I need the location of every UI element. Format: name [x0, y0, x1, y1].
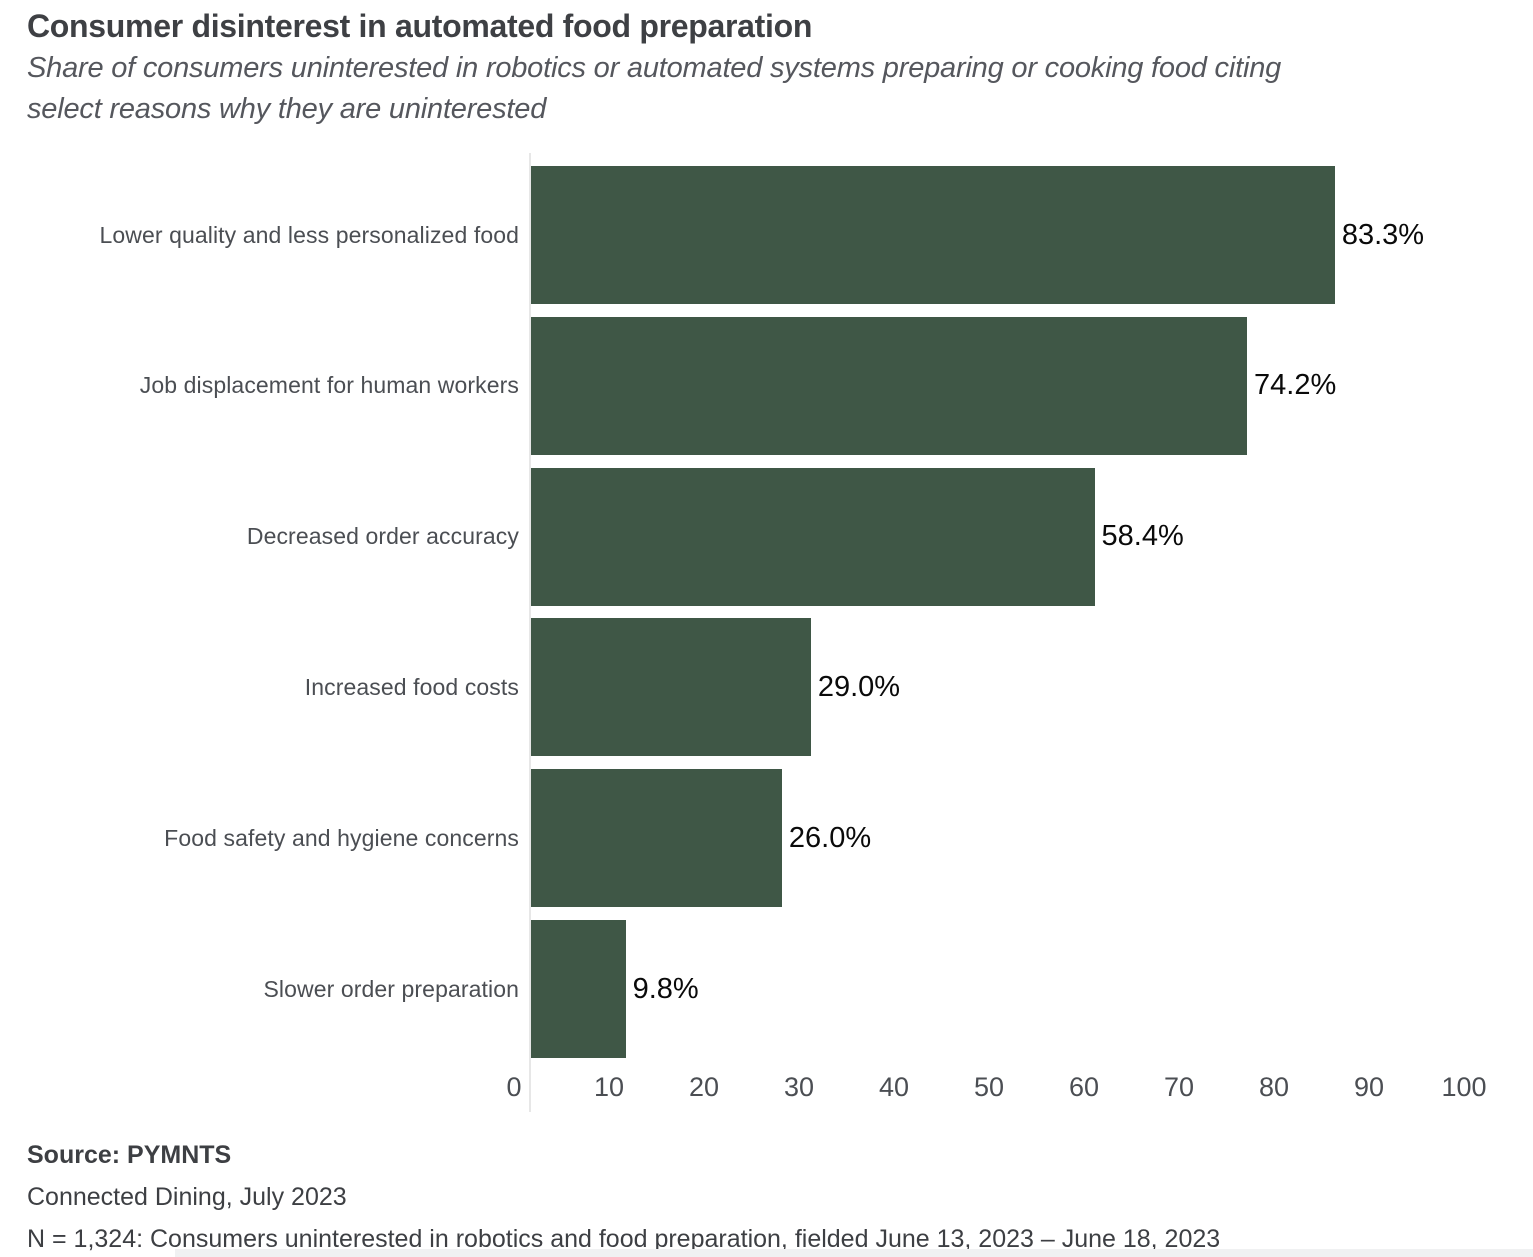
category-label: Slower order preparation	[263, 975, 519, 1002]
bar	[531, 618, 811, 757]
value-label: 29.0%	[817, 670, 901, 703]
x-tick-label: 40	[878, 1072, 910, 1102]
category-label: Decreased order accuracy	[246, 523, 519, 550]
x-tick-label: 90	[1353, 1072, 1385, 1102]
bar	[531, 316, 1248, 455]
category-label: Lower quality and less personalized food	[99, 221, 519, 248]
bottom-edge-strip	[175, 1249, 1533, 1257]
value-label: 74.2%	[1254, 369, 1337, 402]
chart-subtitle-line-2: select reasons why they are uninterested	[27, 93, 547, 125]
chart-header: Consumer disinterest in automated food p…	[27, 6, 1527, 130]
category-label: Food safety and hygiene concerns	[164, 824, 519, 851]
x-tick-label: 100	[1441, 1072, 1487, 1102]
sample-note-text: N = 1,324: Consumers uninterested in rob…	[27, 1225, 1221, 1253]
value-label: 9.8%	[632, 972, 699, 1005]
report-text: Connected Dining, July 2023	[27, 1183, 347, 1211]
chart-subtitle: Share of consumers uninterested in robot…	[27, 48, 1527, 130]
category-label: Increased food costs	[304, 673, 519, 700]
source-text: Source: PYMNTS	[27, 1141, 232, 1169]
x-tick-label: 10	[593, 1072, 625, 1102]
value-label: 58.4%	[1101, 520, 1184, 553]
x-tick-label: 80	[1258, 1072, 1290, 1102]
bar	[531, 166, 1335, 304]
x-tick-label: 30	[783, 1072, 815, 1102]
category-label: Job displacement for human workers	[139, 372, 519, 399]
x-tick-label: 70	[1163, 1072, 1195, 1102]
value-label: 26.0%	[788, 821, 872, 854]
bar	[531, 920, 626, 1058]
chart-title: Consumer disinterest in automated food p…	[27, 8, 813, 44]
x-axis-tick-labels: 0 10 20 30 40 50 60 70 80 90 100	[0, 1072, 1533, 1106]
bar	[531, 467, 1095, 606]
x-tick-label: 0	[506, 1072, 522, 1102]
chart-subtitle-line-1: Share of consumers uninterested in robot…	[27, 52, 1282, 84]
chart-footer: Source: PYMNTS Connected Dining, July 20…	[27, 1134, 1517, 1257]
y-axis-line	[529, 153, 531, 1112]
x-tick-label: 60	[1068, 1072, 1100, 1102]
x-tick-label: 50	[973, 1072, 1005, 1102]
bar	[531, 769, 782, 908]
x-tick-label: 20	[688, 1072, 720, 1102]
value-label: 83.3%	[1341, 218, 1425, 251]
